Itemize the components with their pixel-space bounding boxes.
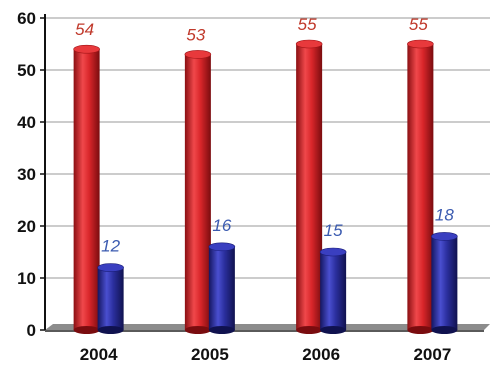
x-axis-categories: 2004 2005 2006 2007 <box>80 345 452 364</box>
floor-edge <box>45 330 484 332</box>
bar-2006-series-2 <box>319 247 347 334</box>
bar-2007-series-1 <box>407 39 434 334</box>
data-labels: 54 12 53 16 55 15 55 18 <box>75 15 454 256</box>
bar-2007-series-2 <box>431 232 458 334</box>
data-label-2004-series-2: 12 <box>101 237 120 256</box>
y-tick-label: 30 <box>17 165 36 184</box>
y-tick-label: 40 <box>17 113 36 132</box>
data-label-2005-series-1: 53 <box>186 25 205 44</box>
data-label-2006-series-2: 15 <box>324 221 343 240</box>
y-axis-ticks: 0 10 20 30 40 50 60 <box>17 9 45 340</box>
data-label-2007-series-1: 55 <box>409 15 428 34</box>
data-label-2007-series-2: 18 <box>435 205 454 224</box>
y-tick-label: 10 <box>17 269 36 288</box>
y-tick-label: 50 <box>17 61 36 80</box>
floor-plane <box>45 324 490 330</box>
bars <box>73 39 458 334</box>
bar-2004-series-2 <box>97 263 124 334</box>
x-category-label-2005: 2005 <box>191 345 229 364</box>
bar-2004-series-1 <box>73 44 100 334</box>
x-category-label-2007: 2007 <box>413 345 451 364</box>
y-tick-label: 20 <box>17 217 36 236</box>
x-category-label-2004: 2004 <box>80 345 118 364</box>
bar-2005-series-1 <box>184 50 212 334</box>
y-tick-label: 0 <box>27 321 36 340</box>
y-tick-label: 60 <box>17 9 36 28</box>
bar-2006-series-1 <box>295 39 323 334</box>
data-label-2005-series-2: 16 <box>212 216 231 235</box>
data-label-2004-series-1: 54 <box>75 20 94 39</box>
x-category-label-2006: 2006 <box>302 345 340 364</box>
bar-2005-series-2 <box>208 242 236 334</box>
data-label-2006-series-1: 55 <box>298 15 317 34</box>
chart-floor <box>45 324 490 332</box>
